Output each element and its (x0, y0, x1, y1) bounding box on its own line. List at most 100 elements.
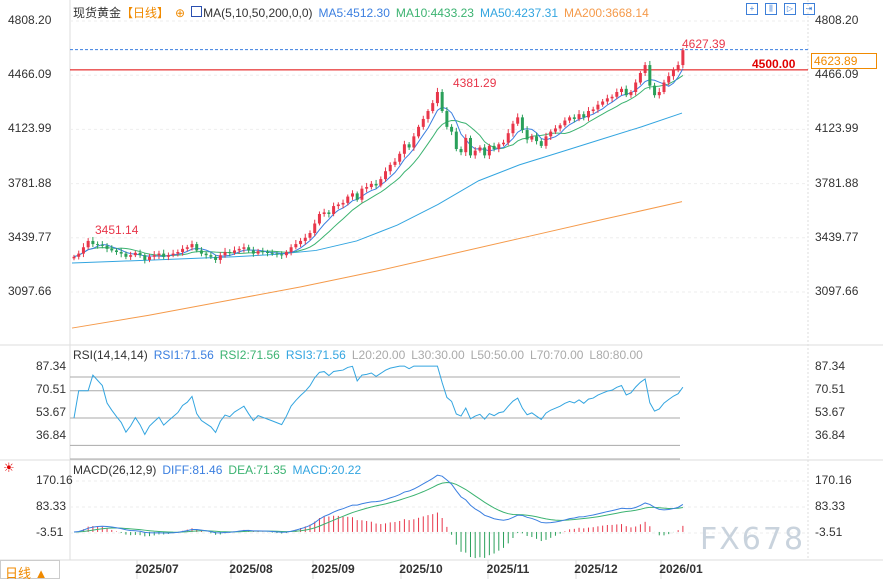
ma5-value: MA5:4512.30 (318, 6, 390, 20)
time-tick-label: 2025/08 (229, 562, 273, 576)
rsi-tick-right: 53.67 (815, 405, 846, 419)
macd-header: MACD(26,12,9) DIFF:81.46 DEA:71.35 MACD:20.… (73, 463, 367, 477)
candle-body (138, 252, 142, 256)
candle-body (157, 253, 161, 256)
candle-body (114, 250, 118, 253)
candle-body (610, 96, 614, 99)
macd-title: MACD(26,12,9) (73, 463, 157, 477)
period-select-button[interactable]: 日线 ▲ (0, 560, 60, 581)
candle-body (435, 92, 439, 104)
candle-body (412, 136, 416, 148)
candle-body (256, 251, 260, 254)
candle-body (398, 153, 402, 162)
candle-body (454, 131, 458, 150)
candle-body (148, 256, 152, 260)
candle-body (214, 256, 218, 260)
candle-body (492, 145, 496, 150)
l70-value: L70:70.00 (530, 348, 584, 362)
candle-body (176, 252, 180, 254)
candle-body (96, 244, 100, 246)
rsi-line (73, 365, 684, 436)
candle-body (313, 223, 317, 234)
candle-body (360, 188, 364, 200)
candle-body (195, 244, 199, 251)
candle-body (365, 187, 369, 189)
current-price-tag: 4623.89 (811, 53, 877, 69)
play-tool-icon[interactable]: ▷ (784, 3, 796, 15)
candle-body (303, 237, 307, 241)
price-tick-left: 4466.09 (8, 67, 52, 82)
price-level-label[interactable]: 4500.00 (752, 57, 796, 71)
macd-tick-right: 170.16 (815, 473, 852, 487)
crosshair-icon[interactable]: ⊕ (175, 6, 186, 20)
watermark-logo: FX678 (700, 522, 806, 557)
candle-body (322, 212, 326, 214)
candle-body (417, 126, 421, 137)
candle-body (539, 141, 543, 146)
candle-body (530, 136, 534, 140)
candle-body (237, 248, 241, 251)
time-tick-label: 2025/07 (135, 562, 179, 576)
symbol-name: 现货黄金 (73, 6, 122, 20)
candle-body (284, 252, 288, 256)
candle-body (638, 72, 642, 83)
candle-body (601, 101, 605, 105)
candle-body (388, 164, 392, 172)
candle-body (162, 253, 166, 257)
rsi-tick-right: 36.84 (815, 428, 846, 442)
candle-body (332, 206, 336, 214)
time-tick-label: 2025/12 (574, 562, 618, 576)
candle-body (105, 245, 109, 249)
rsi-tick-left: 70.51 (36, 381, 67, 396)
chart-header: 现货黄金【日线】 ⊕ MA(5,10,50,200,0,0) MA5:4512.30 M… (73, 4, 655, 21)
candle-body (190, 244, 194, 248)
candle-body (450, 126, 454, 132)
candle-body (544, 136, 548, 146)
oct-high-label: 4381.29 (453, 76, 497, 90)
settings-sun-icon[interactable]: ☀ (3, 460, 15, 475)
candle-body (568, 117, 572, 121)
candle-body (502, 142, 506, 145)
ma-title: MA(5,10,50,200,0,0) (203, 6, 313, 20)
candle-body (152, 255, 156, 257)
candle-body (671, 69, 675, 77)
ma5-line (73, 68, 684, 258)
time-tick-label: 2025/09 (311, 562, 355, 576)
rsi-tick-left: 87.34 (36, 359, 67, 373)
price-tick-right: 4808.20 (815, 13, 859, 27)
rsi-title: RSI(14,14,14) (73, 348, 148, 362)
candle-body (77, 253, 81, 257)
rsi-tick-right: 87.34 (815, 359, 846, 373)
period-label[interactable]: 【日线】 (121, 6, 170, 20)
candle-body (171, 253, 175, 256)
candle-body (133, 252, 137, 256)
candle-body (407, 144, 411, 148)
ma50-value: MA50:4237.31 (479, 6, 559, 20)
rsi2-value: RSI2:71.56 (219, 348, 280, 362)
candle-body (591, 109, 595, 112)
rsi-tick-left: 53.67 (36, 405, 67, 419)
candle-body (223, 252, 227, 256)
candle-body (464, 137, 468, 153)
ma-chart-icon[interactable] (191, 6, 203, 17)
expand-tool-icon[interactable]: ⇥ (803, 3, 815, 15)
candle-body (563, 120, 567, 126)
price-tick-right: 4466.09 (815, 67, 859, 82)
candle-body (199, 250, 203, 254)
candle-body (341, 202, 345, 205)
crosshair-tool-icon[interactable]: + (746, 3, 758, 15)
candle-body (459, 149, 463, 153)
indicator-tool-icon[interactable]: ⫼ (765, 3, 777, 15)
candle-body (204, 253, 208, 256)
candle-body (577, 114, 581, 119)
candle-body (572, 117, 576, 119)
ma10-value: MA10:4433.23 (395, 6, 474, 20)
l80-value: L80:80.00 (589, 348, 643, 362)
candle-body (525, 130, 529, 140)
time-tick-label: 2025/10 (399, 562, 443, 576)
candle-body (667, 76, 671, 83)
candle-body (124, 253, 128, 257)
price-tick-left: 4123.99 (8, 121, 52, 136)
price-tick-left: 4808.20 (8, 13, 52, 27)
